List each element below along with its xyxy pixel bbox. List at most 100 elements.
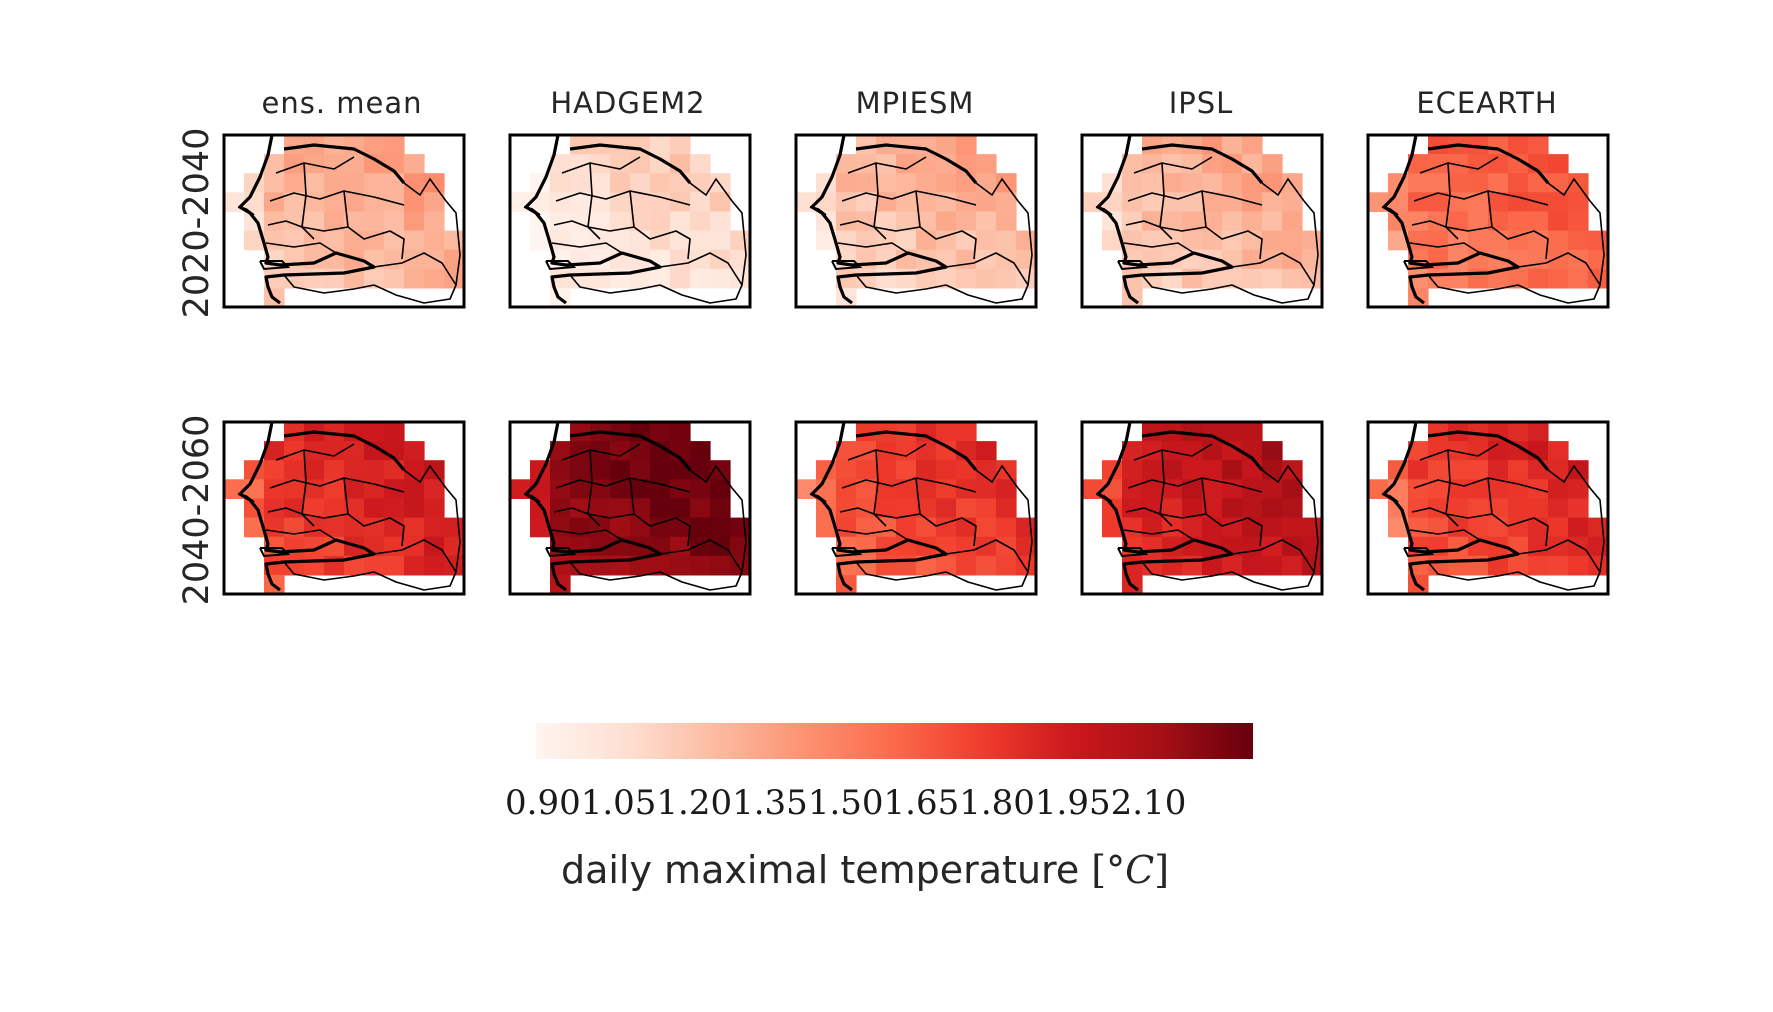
- map-cell: [610, 135, 631, 155]
- map-cell: [1388, 230, 1409, 251]
- region-borders: [837, 156, 977, 260]
- map-cell: [690, 268, 711, 289]
- map-cell: [1468, 460, 1489, 480]
- map-cell: [570, 135, 591, 155]
- map-cell: [976, 230, 997, 251]
- map-cell: [1222, 135, 1243, 155]
- map-panel: [508, 133, 752, 309]
- map-cell: [344, 460, 365, 480]
- map-cell: [550, 230, 571, 251]
- map-cell: [610, 479, 631, 499]
- map-cell: [1122, 441, 1143, 461]
- map-cell: [344, 517, 365, 538]
- map-cell: [1202, 517, 1223, 538]
- map-cell: [650, 211, 671, 232]
- map-cell: [610, 422, 631, 442]
- map-cell: [690, 517, 711, 538]
- map-cell: [1408, 268, 1429, 289]
- panel-frame: [1080, 420, 1324, 596]
- map-cell: [876, 555, 897, 576]
- map-cell: [1202, 230, 1223, 251]
- map-cell: [424, 479, 445, 499]
- map-cell: [1122, 555, 1143, 576]
- column-title-ens-mean: ens. mean: [261, 86, 423, 120]
- map-cell: [1182, 441, 1203, 461]
- map-cell: [324, 441, 345, 461]
- map-cell: [1182, 498, 1203, 519]
- map-cell: [344, 154, 365, 174]
- map-cell: [570, 479, 591, 499]
- map-cell: [710, 173, 731, 193]
- map-cell: [1488, 154, 1509, 174]
- map-cell: [550, 173, 571, 193]
- map-cell: [1202, 211, 1223, 232]
- map-cell: [650, 498, 671, 519]
- map-cell: [976, 249, 997, 270]
- map-cell: [1508, 192, 1529, 212]
- map-cell: [1162, 173, 1183, 193]
- map-cell: [1282, 268, 1303, 289]
- map-cell: [1262, 536, 1283, 557]
- panel-frame: [508, 420, 752, 596]
- map-cell: [1262, 230, 1283, 251]
- map-cell: [1142, 422, 1163, 442]
- colorbar-unit: [°C]: [1091, 848, 1170, 892]
- map-cell: [1122, 230, 1143, 251]
- map-cell: [1302, 536, 1322, 557]
- map-cell: [530, 230, 551, 251]
- map-cell: [1528, 268, 1549, 289]
- map-cell: [876, 441, 897, 461]
- map-cell: [444, 536, 464, 557]
- map-cell: [916, 230, 937, 251]
- map-cell: [1242, 173, 1263, 193]
- map-cell: [1122, 460, 1143, 480]
- column-title-ecearth: ECEARTH: [1416, 86, 1558, 120]
- map-cell: [1488, 192, 1509, 212]
- map-cell: [996, 268, 1017, 289]
- map-cell: [1222, 517, 1243, 538]
- map-cell: [670, 135, 691, 155]
- map-cell: [364, 135, 385, 155]
- map-cell: [590, 268, 611, 289]
- map-cell: [384, 498, 405, 519]
- map-cell: [1448, 154, 1469, 174]
- map-cell: [996, 498, 1017, 519]
- map-cell: [630, 230, 651, 251]
- map-cell: [836, 555, 857, 576]
- map-cell: [1468, 230, 1489, 251]
- map-cell: [550, 460, 571, 480]
- map-panel: [1366, 133, 1610, 309]
- map-cell: [384, 422, 405, 442]
- map-cell: [1122, 211, 1143, 232]
- map-cell: [1468, 135, 1489, 155]
- map-cell: [1122, 498, 1143, 519]
- map-cell: [670, 211, 691, 232]
- map-cell: [1162, 441, 1183, 461]
- map-cell: [1182, 460, 1203, 480]
- map-cell: [630, 211, 651, 232]
- map-cell: [384, 211, 405, 232]
- country-border: [1382, 135, 1520, 305]
- map-cell: [1262, 517, 1283, 538]
- map-cell: [710, 192, 731, 212]
- map-cell: [1488, 211, 1509, 232]
- map-cell: [550, 517, 571, 538]
- map-cell: [550, 441, 571, 461]
- map-cell: [404, 517, 425, 538]
- map-cell: [1162, 154, 1183, 174]
- region-borders: [551, 156, 691, 260]
- map-cell: [590, 230, 611, 251]
- map-cell: [876, 517, 897, 538]
- map-cell: [344, 173, 365, 193]
- map-cell: [650, 268, 671, 289]
- map-cell: [650, 555, 671, 576]
- map-cell: [364, 460, 385, 480]
- map-cell: [1262, 154, 1283, 174]
- map-cell: [404, 192, 425, 212]
- map-cell: [284, 192, 305, 212]
- map-cell: [1528, 249, 1549, 270]
- map-cell: [1242, 249, 1263, 270]
- map-cell: [1202, 441, 1223, 461]
- map-cell: [570, 173, 591, 193]
- map-cell: [1182, 192, 1203, 212]
